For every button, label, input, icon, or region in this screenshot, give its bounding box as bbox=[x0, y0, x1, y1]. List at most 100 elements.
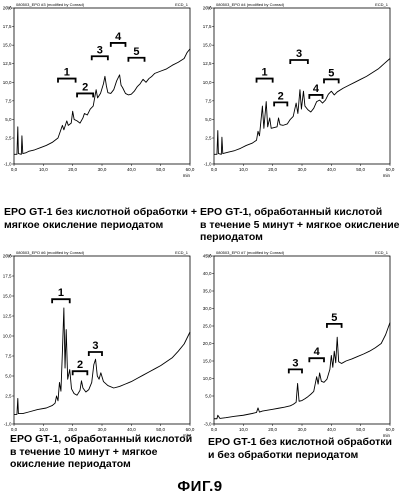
peak-label: 5 bbox=[328, 67, 334, 79]
y-tick-label: 17,5 bbox=[3, 24, 12, 29]
y-unit-label: nA bbox=[206, 253, 212, 258]
caption-1-line-2: мягкое окисление периодатом bbox=[4, 218, 164, 231]
chromatogram-trace bbox=[14, 307, 191, 415]
peak-label: 5 bbox=[133, 46, 139, 58]
x-tick-label: 50,0 bbox=[356, 167, 365, 172]
peak-label: 1 bbox=[58, 287, 64, 299]
chromatogram-trace bbox=[214, 58, 391, 155]
chromatogram-1: 080503_EPO #3 (modified by Conrad) ECD_1n… bbox=[3, 2, 195, 178]
x-tick-label: 60,0 bbox=[386, 167, 395, 172]
x-tick-label: 0,0 bbox=[11, 167, 18, 172]
y-tick-label: 12,5 bbox=[3, 61, 12, 66]
figure-label: ФИГ.9 bbox=[177, 478, 223, 495]
y-tick-label: 20,0 bbox=[3, 6, 12, 11]
y-tick-label: 5,0 bbox=[5, 374, 12, 379]
peak-bracket bbox=[289, 59, 309, 64]
y-tick-label: 5,0 bbox=[205, 117, 212, 122]
caption-4: EPO GT-1 без кислотной обработки и без о… bbox=[208, 436, 392, 461]
caption-3-line-3: окисление периодатом bbox=[10, 458, 131, 470]
chromatogram-trace bbox=[214, 322, 391, 420]
chart-header-left: 080503_EPO #7 (modified by Conrad) bbox=[216, 250, 285, 255]
peak-bracket bbox=[76, 92, 95, 98]
x-tick-label: 30,0 bbox=[298, 167, 307, 172]
peak-bracket bbox=[323, 78, 340, 84]
x-tick-label: 20,0 bbox=[68, 167, 77, 172]
x-tick-label: 0,0 bbox=[211, 167, 218, 172]
y-unit-label: nA bbox=[6, 253, 12, 258]
peak-bracket bbox=[127, 56, 146, 62]
caption-4-line-2: и без обработки периодатом bbox=[208, 448, 359, 461]
y-tick-label: 5,0 bbox=[205, 394, 212, 399]
peak-bracket bbox=[109, 42, 127, 47]
peak-label: 2 bbox=[77, 359, 83, 371]
peak-label: 3 bbox=[97, 44, 103, 56]
peak-label: 1 bbox=[262, 67, 268, 79]
y-tick-label: 15,0 bbox=[203, 359, 212, 364]
chart-header-left: 080503_EPO #4 (modified by Conrad) bbox=[216, 2, 285, 7]
y-tick-label: -1,0 bbox=[4, 162, 12, 167]
y-tick-label: 7,5 bbox=[5, 98, 12, 103]
peak-label: 3 bbox=[292, 357, 298, 369]
caption-2-line-2: в течение 5 минут + мягкое окисление bbox=[200, 218, 400, 231]
x-tick-label: 60,0 bbox=[386, 427, 395, 432]
y-tick-label: 17,5 bbox=[3, 274, 12, 279]
caption-4-line-1: EPO GT-1 без кислотной обработки bbox=[208, 436, 392, 448]
y-tick-label: 15,0 bbox=[3, 43, 12, 48]
peak-bracket bbox=[287, 368, 303, 374]
peak-label: 2 bbox=[82, 81, 88, 93]
peak-bracket bbox=[308, 357, 325, 363]
x-tick-label: 50,0 bbox=[356, 427, 365, 432]
peak-bracket bbox=[51, 298, 71, 304]
x-tick-label: 10,0 bbox=[239, 167, 248, 172]
chromatogram-panel-3: 080503_EPO #6 (modified by Conrad) ECD_1 n… bbox=[0, 248, 200, 438]
x-tick-label: 40,0 bbox=[327, 427, 336, 432]
y-tick-label: 7,5 bbox=[5, 354, 12, 359]
y-tick-label: 2,5 bbox=[205, 136, 212, 141]
y-tick-label: 10,0 bbox=[3, 334, 12, 339]
x-unit-label: min bbox=[383, 173, 391, 178]
peak-label: 4 bbox=[115, 31, 122, 43]
peak-bracket bbox=[273, 101, 289, 107]
y-tick-label: 12,5 bbox=[3, 314, 12, 319]
x-tick-label: 30,0 bbox=[298, 427, 307, 432]
peak-label: 4 bbox=[313, 83, 320, 95]
x-tick-label: 50,0 bbox=[156, 167, 165, 172]
x-tick-label: 0,0 bbox=[211, 427, 218, 432]
peak-bracket bbox=[308, 94, 324, 99]
y-tick-label: 40,0 bbox=[203, 271, 212, 276]
peak-label: 3 bbox=[296, 48, 302, 60]
x-tick-label: 60,0 bbox=[186, 167, 195, 172]
y-tick-label: 10,0 bbox=[203, 80, 212, 85]
x-unit-label: min bbox=[183, 173, 191, 178]
y-tick-label: 30,0 bbox=[203, 306, 212, 311]
peak-bracket bbox=[87, 351, 103, 356]
peak-label: 1 bbox=[64, 67, 70, 79]
chart-header-right: ECD_1 bbox=[375, 2, 389, 7]
x-unit-label: min bbox=[183, 433, 191, 438]
chromatogram-2: 080503_EPO #4 (modified by Conrad) ECD_1n… bbox=[203, 2, 395, 178]
peak-label: 2 bbox=[278, 90, 284, 102]
chromatogram-panel-1: 080503_EPO #3 (modified by Conrad) ECD_1 n… bbox=[0, 0, 200, 200]
x-tick-label: 20,0 bbox=[268, 427, 277, 432]
caption-3: EPO GT-1, обработанный кислотой в течени… bbox=[10, 433, 192, 471]
peak-bracket bbox=[255, 77, 274, 83]
caption-2-line-1: EPO GT-1, обработанный кислотой bbox=[200, 206, 383, 218]
caption-3-line-2: в течение 10 минут + мягкое bbox=[10, 445, 158, 458]
chromatogram-3: 080503_EPO #6 (modified by Conrad) ECD_1n… bbox=[3, 250, 195, 438]
peak-bracket bbox=[90, 55, 109, 61]
x-tick-label: 20,0 bbox=[268, 167, 277, 172]
y-tick-label: 25,0 bbox=[203, 324, 212, 329]
y-tick-label: 2,5 bbox=[5, 394, 12, 399]
y-tick-label: 7,5 bbox=[205, 98, 212, 103]
y-tick-label: -1,0 bbox=[204, 162, 212, 167]
x-unit-label: min bbox=[383, 433, 391, 438]
peak-label: 5 bbox=[331, 312, 337, 324]
peak-label: 3 bbox=[92, 340, 98, 352]
y-tick-label: 20,0 bbox=[203, 341, 212, 346]
y-unit-label: nA bbox=[206, 5, 212, 10]
caption-2: EPO GT-1, обработанный кислотой в течени… bbox=[200, 206, 400, 244]
y-tick-label: -3,0 bbox=[204, 422, 212, 427]
chart-header-right: ECD_1 bbox=[375, 250, 389, 255]
y-tick-label: 20,0 bbox=[3, 254, 12, 259]
